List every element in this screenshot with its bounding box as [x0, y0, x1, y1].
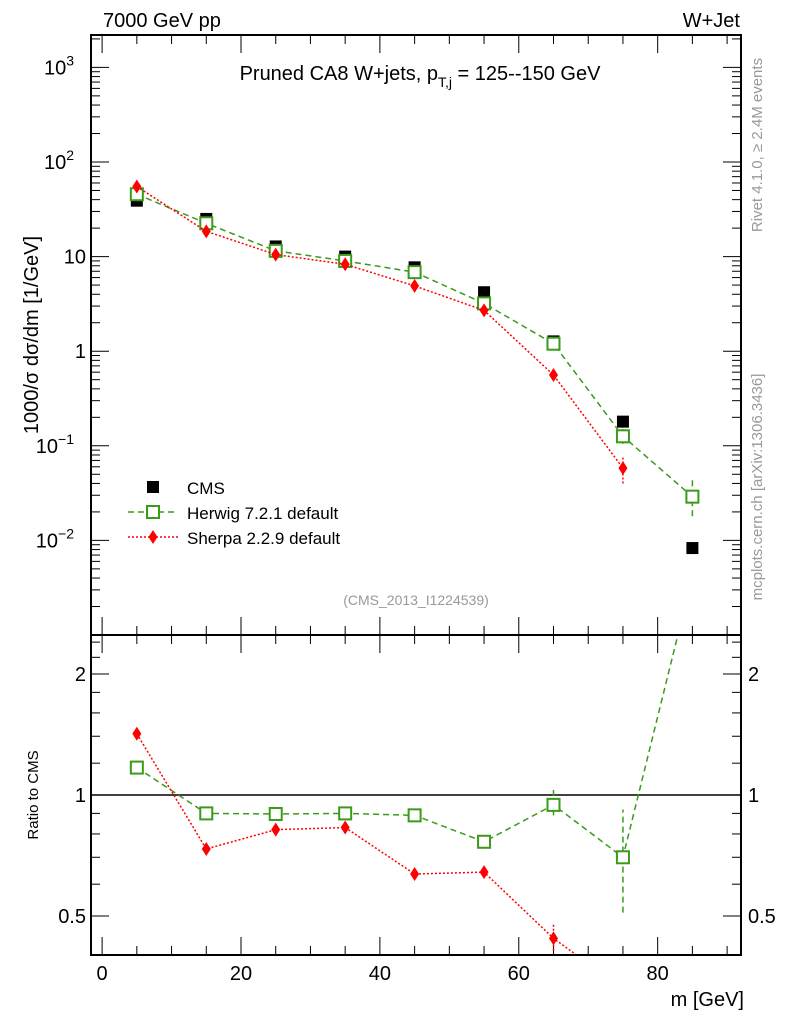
- legend-label: CMS: [187, 479, 225, 498]
- data-point: [549, 931, 558, 946]
- data-point: [340, 257, 350, 272]
- data-point: [129, 760, 144, 775]
- data-point: [477, 834, 492, 849]
- data-point: [199, 806, 214, 821]
- ratio-y-tick-label: 1: [75, 785, 86, 807]
- x-tick-label: 20: [230, 963, 252, 985]
- data-point: [340, 820, 350, 835]
- y-tick-label: 103: [44, 52, 74, 79]
- data-point: [410, 278, 420, 293]
- data-point: [407, 808, 422, 823]
- data-point: [479, 303, 489, 318]
- data-point: [478, 286, 491, 299]
- data-point: [479, 865, 489, 880]
- header-left: 7000 GeV pp: [103, 10, 221, 32]
- data-point: [616, 415, 629, 428]
- legend-label: Sherpa 2.2.9 default: [187, 529, 340, 548]
- data-point: [410, 867, 420, 882]
- data-point: [268, 806, 283, 821]
- header-right: W+Jet: [683, 10, 741, 32]
- data-point: [271, 822, 281, 837]
- title-rest: = 125--150 GeV: [452, 63, 601, 85]
- x-tick-label: 40: [369, 963, 391, 985]
- y-tick-label: 102: [44, 147, 74, 174]
- data-point: [685, 489, 700, 504]
- y-axis-label: 1000/σ dσ/dm [1/GeV]: [21, 236, 43, 434]
- title-sub: T,j: [438, 74, 452, 90]
- ratio-y-axis-label: Ratio to CMS: [25, 750, 42, 839]
- y-tick-label: 10−2: [36, 525, 74, 552]
- data-point: [618, 461, 628, 476]
- x-tick-label: 60: [508, 963, 530, 985]
- ratio-line-sherpa: [136, 733, 578, 955]
- x-axis-label: m [GeV]: [671, 989, 744, 1011]
- data-point: [686, 542, 699, 555]
- mcplots-label: mcplots.cern.ch [arXiv:1306.3436]: [749, 374, 766, 601]
- legend-label: Herwig 7.2.1 default: [187, 504, 338, 523]
- data-point: [201, 841, 211, 856]
- legend-marker: [148, 530, 158, 544]
- y-tick-label: 10−1: [36, 431, 74, 458]
- data-point: [132, 726, 142, 741]
- data-point: [615, 429, 630, 444]
- legend-marker: [147, 481, 159, 493]
- ratio-frame: [90, 634, 742, 956]
- x-tick-label: 0: [97, 963, 108, 985]
- chart-title: Pruned CA8 W+jets, pT,j = 125--150 GeV: [240, 63, 602, 90]
- data-point: [407, 265, 422, 280]
- x-tick-label: 80: [647, 963, 669, 985]
- title-main: Pruned CA8 W+jets, p: [240, 63, 438, 85]
- data-point: [549, 368, 558, 383]
- ratio-y-tick-label-right: 0.5: [748, 906, 776, 928]
- y-tick-label: 10: [64, 247, 86, 269]
- ratio-y-tick-label: 0.5: [58, 906, 86, 928]
- rivet-label: Rivet 4.1.0, ≥ 2.4M events: [749, 58, 766, 232]
- data-point: [201, 224, 211, 239]
- main-line-herwig: [136, 193, 693, 498]
- data-point: [546, 797, 561, 812]
- ratio-y-tick-label-right: 1: [748, 785, 759, 807]
- data-point: [615, 850, 630, 865]
- data-point: [132, 179, 142, 194]
- y-tick-label: 1: [75, 341, 86, 363]
- data-point: [271, 247, 281, 262]
- analysis-id: (CMS_2013_I1224539): [343, 592, 489, 608]
- data-point: [338, 806, 353, 821]
- ratio-y-tick-label: 2: [75, 664, 86, 686]
- data-point: [546, 336, 561, 351]
- legend-marker: [146, 505, 160, 519]
- ratio-y-tick-label-right: 2: [748, 664, 759, 686]
